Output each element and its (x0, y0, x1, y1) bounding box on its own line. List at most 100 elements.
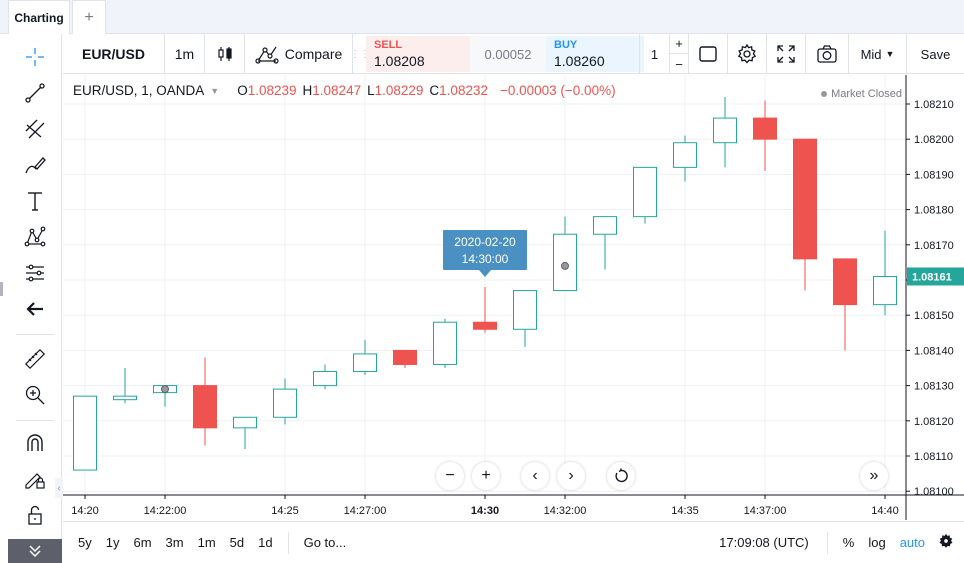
tooltip-pointer (479, 270, 491, 277)
range-5d-button[interactable]: 5d (229, 535, 245, 550)
drag-handle-icon[interactable]: ⋮⋮ (350, 48, 370, 60)
layout-button[interactable] (689, 34, 728, 74)
caret-down-icon[interactable]: ▼ (210, 85, 220, 96)
header-toolbar: EUR/USD 1m Compare ⋮⋮ SELL 1.08208 0.000… (63, 34, 964, 74)
range-1d-button[interactable]: 1d (258, 535, 273, 550)
utc-clock[interactable]: 17:09:08 (UTC) (719, 535, 809, 550)
last-price-badge (907, 267, 964, 286)
candle-body[interactable] (753, 117, 777, 140)
add-tab-button[interactable]: + (72, 0, 106, 34)
quantity-decrease-button[interactable]: − (675, 56, 683, 72)
chart-pane[interactable]: 1.08100 1.08110 1.08120 1.08130 1.08140 1.081… (63, 75, 964, 520)
candle-body[interactable] (473, 321, 497, 330)
ruler-icon[interactable] (18, 344, 52, 374)
buy-label: BUY (554, 39, 578, 51)
price-tick-label: 1.08210 (914, 99, 954, 111)
candle-body[interactable] (273, 388, 297, 418)
time-tick-label: 14:22:00 (144, 505, 187, 517)
candle-body[interactable] (393, 349, 417, 365)
candle-body[interactable] (233, 416, 257, 429)
fullscreen-button[interactable] (767, 34, 806, 74)
range-1m-button[interactable]: 1m (197, 535, 216, 550)
log-scale-button[interactable]: log (868, 535, 886, 550)
zoom-in-button[interactable]: + (472, 462, 500, 490)
window-edge-handle[interactable] (0, 282, 3, 296)
crosshair-icon[interactable] (18, 42, 52, 72)
toolbar-divider (16, 420, 54, 421)
sell-button[interactable]: SELL 1.08208 (366, 36, 470, 72)
quantity-input[interactable]: 1 (639, 34, 669, 74)
scroll-left-button[interactable]: ‹ (521, 462, 549, 490)
candle-body[interactable] (873, 275, 897, 306)
bottom-toolbar: 5y 1y 6m 3m 1m 5d 1d Go to... 17:09:08 (… (63, 521, 964, 563)
drawing-toolbar (8, 34, 62, 563)
auto-scale-button[interactable]: auto (899, 535, 925, 550)
interval-button[interactable]: 1m (165, 34, 205, 74)
lock-icon[interactable] (18, 500, 52, 530)
symbol-search-button[interactable]: EUR/USD (63, 34, 165, 74)
expand-toolbar-button[interactable] (8, 539, 62, 563)
candle-body[interactable] (113, 395, 137, 401)
sell-price: 1.08208 (374, 53, 425, 69)
text-tool-icon[interactable] (18, 186, 52, 216)
price-tick-label: 1.08120 (914, 416, 954, 428)
lock-drawing-pencil-icon[interactable] (18, 464, 52, 494)
range-3m-button[interactable]: 3m (165, 535, 184, 550)
price-tick-label: 1.08180 (914, 205, 954, 217)
candle-body[interactable] (73, 395, 97, 471)
range-1y-button[interactable]: 1y (105, 535, 120, 550)
buy-price: 1.08260 (554, 53, 605, 69)
candle-body[interactable] (593, 216, 617, 235)
candle-body[interactable] (633, 166, 657, 218)
goto-date-button[interactable]: Go to... (303, 535, 347, 550)
reset-chart-button[interactable] (607, 462, 635, 490)
candle-body[interactable] (433, 321, 457, 365)
candle-body[interactable] (313, 371, 337, 387)
candle-body[interactable] (193, 385, 217, 429)
percent-scale-button[interactable]: % (842, 535, 855, 550)
chart-type-button[interactable] (205, 34, 245, 74)
rectangle-icon (699, 46, 717, 62)
legend-close-value: 1.08232 (439, 83, 488, 98)
trend-line-icon[interactable] (18, 78, 52, 108)
event-marker[interactable] (561, 261, 569, 270)
tab-charting[interactable]: Charting (8, 0, 70, 34)
measure-range-icon[interactable] (18, 258, 52, 288)
candle-body[interactable] (673, 142, 697, 168)
candle-body[interactable] (793, 138, 817, 260)
time-tick-label: 14:32:00 (544, 505, 587, 517)
zoom-out-button[interactable]: − (436, 462, 464, 490)
legend-change-value: −0.00003 (−0.00%) (499, 83, 616, 98)
time-tick-label: 14:30 (471, 505, 499, 517)
chart-settings-button[interactable] (932, 533, 964, 552)
candle-body[interactable] (513, 290, 537, 330)
caret-down-icon: ▼ (885, 49, 895, 59)
price-source-dropdown[interactable]: Mid ▼ (849, 34, 907, 74)
scroll-right-button[interactable]: › (557, 462, 585, 490)
quantity-increase-button[interactable]: + (670, 34, 688, 54)
legend-symbol[interactable]: EUR/USD, 1, OANDA (73, 83, 205, 98)
buy-button[interactable]: BUY 1.08260 (546, 36, 644, 72)
snapshot-button[interactable] (806, 34, 849, 74)
pattern-icon[interactable] (18, 222, 52, 252)
save-button[interactable]: Save (920, 46, 951, 62)
event-marker[interactable] (161, 385, 169, 394)
zoom-in-icon[interactable] (18, 380, 52, 410)
price-tick-label: 1.08110 (914, 451, 953, 463)
settings-button[interactable] (728, 34, 767, 74)
back-arrow-icon[interactable] (18, 294, 52, 324)
tooltip-date: 2020-02-20 (454, 235, 516, 249)
compare-button[interactable]: Compare (245, 34, 353, 74)
scroll-to-realtime-button[interactable]: » (860, 462, 888, 490)
collapse-toolbar-handle[interactable]: ‹ (55, 478, 63, 498)
date-tooltip (443, 230, 527, 270)
fibonacci-icon[interactable] (18, 114, 52, 144)
brush-icon[interactable] (18, 150, 52, 180)
range-6m-button[interactable]: 6m (133, 535, 152, 550)
magnet-icon[interactable] (18, 428, 52, 458)
candle-body[interactable] (353, 353, 377, 373)
candle-body[interactable] (833, 258, 857, 306)
candle-body[interactable] (713, 117, 737, 144)
range-5y-button[interactable]: 5y (78, 535, 92, 550)
candlestick-chart[interactable]: 1.08100 1.08110 1.08120 1.08130 1.08140 1.081… (63, 75, 964, 520)
